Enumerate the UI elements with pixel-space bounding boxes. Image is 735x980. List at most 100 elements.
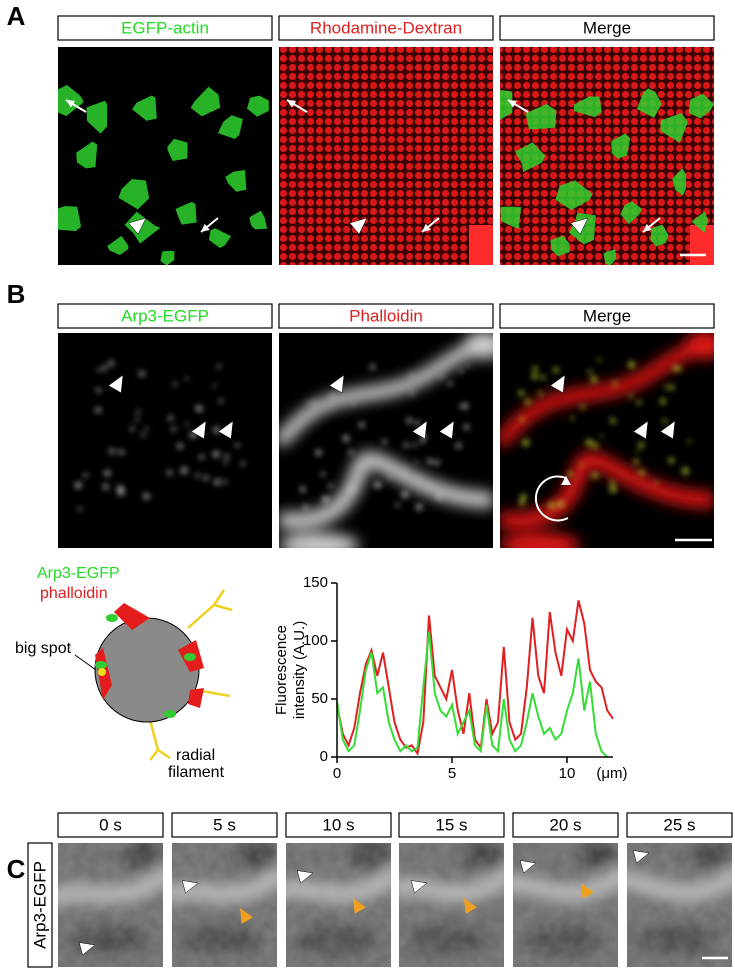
punctum (198, 454, 205, 460)
punctum (315, 449, 322, 456)
arrow-head (287, 100, 296, 108)
punctum (570, 416, 575, 421)
punctum (518, 499, 526, 507)
blob (500, 533, 580, 548)
arrowhead (411, 420, 428, 440)
punctum (136, 409, 141, 414)
x-tick-label: 5 (448, 765, 456, 782)
punctum (638, 469, 645, 476)
actin-patch (188, 688, 204, 708)
filament (157, 748, 171, 760)
cell (660, 113, 688, 143)
punctum (144, 426, 149, 431)
arrowhead (181, 880, 199, 894)
cell (672, 168, 687, 196)
arrowhead (570, 217, 589, 235)
punctum (108, 360, 115, 367)
arrowhead (659, 420, 676, 440)
punctum (387, 474, 392, 479)
circle-arrow-head (561, 476, 571, 485)
punctum (382, 438, 388, 445)
punctum (103, 469, 111, 477)
image (513, 843, 618, 967)
punctum (426, 458, 434, 465)
panel-label: B (7, 279, 26, 309)
punctum (654, 481, 658, 485)
arrowhead (190, 420, 207, 440)
header-box (285, 812, 392, 838)
actin-patch (114, 603, 150, 630)
punctum (455, 442, 462, 449)
punctum (302, 504, 309, 511)
punctum (609, 480, 615, 486)
punctum (459, 404, 463, 408)
arrow-head (643, 223, 652, 232)
punctum (519, 417, 525, 423)
punctum (591, 472, 599, 479)
punctum (203, 474, 209, 481)
image (279, 333, 493, 548)
x-tick-label: 10 (559, 765, 576, 782)
punctum (439, 374, 445, 379)
punctum (176, 442, 184, 450)
cell (208, 228, 232, 248)
y-tick-label: 100 (303, 632, 328, 649)
punctum (406, 417, 413, 424)
punctum (180, 466, 188, 475)
image (399, 843, 504, 967)
arrowhead (438, 420, 455, 440)
arrowhead (240, 908, 253, 924)
punctum (129, 426, 135, 432)
header-label: EGFP-actin (121, 18, 209, 37)
header-box (626, 812, 733, 838)
punctum (627, 360, 636, 369)
arrowhead (328, 374, 345, 394)
blob (464, 333, 493, 359)
punctum (580, 463, 584, 467)
punctum (662, 418, 668, 424)
punctum (597, 358, 602, 362)
punctum (524, 398, 531, 405)
punctum (638, 442, 645, 449)
header-label: 10 s (322, 815, 354, 834)
cell (620, 201, 642, 225)
punctum (556, 500, 565, 508)
punctum (402, 466, 407, 471)
punctum (547, 501, 556, 510)
punctum (141, 432, 146, 438)
header-box (499, 303, 715, 329)
x-tick-label: 0 (333, 765, 341, 782)
cell (131, 95, 157, 121)
cell (225, 170, 247, 192)
blob (685, 333, 714, 359)
header-box (171, 812, 278, 838)
header-label: Rhodamine-Dextran (310, 18, 462, 37)
arrowhead (519, 860, 537, 874)
punctum (311, 400, 317, 406)
circle-arrow (534, 475, 569, 522)
punctum (185, 422, 189, 426)
punctum (668, 457, 675, 464)
image-bg (58, 333, 272, 548)
cell (124, 211, 161, 244)
punctum (102, 483, 109, 490)
band (279, 341, 493, 448)
arrow-head (201, 223, 210, 232)
cell (603, 249, 617, 265)
arrowhead (128, 217, 147, 235)
arp3-patch (164, 710, 176, 718)
image (279, 47, 493, 265)
image (500, 333, 714, 548)
punctum (681, 467, 690, 475)
header-box (57, 812, 164, 838)
punctum (552, 366, 560, 374)
cell (118, 179, 150, 210)
cell (190, 86, 221, 117)
legend-label: Arp3-EGFP (37, 565, 120, 582)
arp3-patch (106, 614, 118, 622)
cell (167, 138, 188, 162)
noise (399, 843, 504, 967)
punctum (347, 484, 356, 493)
punctum (518, 389, 525, 397)
